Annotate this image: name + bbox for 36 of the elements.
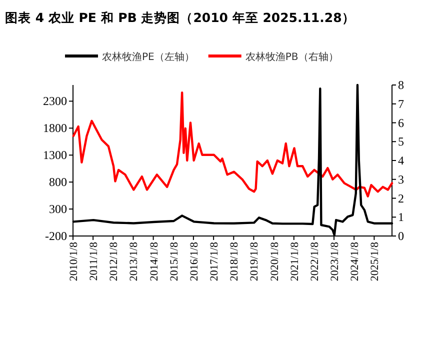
y2-tick-label: 4	[398, 154, 404, 168]
line-series	[72, 91, 394, 198]
y2-tick-label: 2	[398, 191, 404, 206]
x-tick-label: 2024/1/8	[349, 242, 362, 282]
x-tick-label: 2011/1/8	[88, 242, 100, 281]
y2-tick-label: 0	[398, 229, 404, 243]
y2-tick-label: 1	[398, 210, 404, 224]
x-tick-label: 2014/1/8	[148, 242, 160, 282]
x-tick-label: 2021/1/8	[288, 242, 301, 282]
x-tick-label: 2019/1/8	[248, 242, 261, 282]
legend-label: 农林牧渔PE（左轴）	[102, 51, 194, 63]
x-tick-label: 2018/1/8	[228, 242, 241, 282]
x-tick-label: 2020/1/8	[268, 242, 281, 282]
y-tick-label: 1300	[43, 148, 67, 162]
x-tick-label: 2017/1/8	[208, 242, 221, 282]
y2-tick-label: 3	[398, 172, 404, 186]
y-tick-label: 300	[49, 202, 67, 216]
x-tick-label: 2023/1/8	[329, 242, 342, 282]
y2-tick-label: 5	[398, 134, 404, 149]
legend-label: 农林牧渔PB（右轴）	[245, 51, 338, 63]
x-tick-label: 2013/1/8	[128, 242, 140, 282]
y2-tick-label: 7	[398, 96, 404, 111]
x-tick-label: 2025/1/8	[369, 242, 382, 282]
x-tick-label: 2016/1/8	[188, 242, 200, 282]
y2-tick-label: 8	[398, 78, 404, 92]
x-tick-label: 2015/1/8	[168, 242, 180, 282]
x-tick-label: 2022/1/8	[308, 242, 321, 282]
y-tick-label: 1800	[43, 121, 67, 136]
x-tick-label: 2010/1/8	[68, 242, 80, 282]
chart-title: 图表 4 农业 PE 和 PB 走势图（2010 年至 2025.11.28）	[5, 10, 355, 25]
y-tick-label: 2300	[43, 94, 67, 108]
line-series	[72, 84, 394, 236]
y2-tick-label: 6	[398, 116, 404, 130]
y-tick-label: -200	[45, 229, 67, 243]
x-tick-label: 2012/1/8	[108, 242, 120, 282]
y-tick-label: 800	[49, 175, 67, 190]
